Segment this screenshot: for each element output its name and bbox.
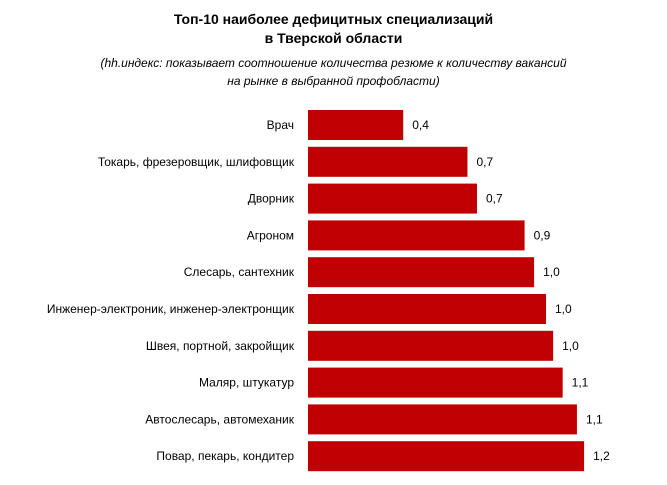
category-label: Автослесарь, автомеханик [145, 412, 294, 426]
bar [308, 404, 577, 435]
category-label: Врач [267, 118, 294, 132]
value-label: 1,2 [593, 449, 610, 463]
chart-title-line-1: Топ-10 наиболее дефицитных специализаций [173, 11, 494, 27]
value-label: 1,0 [562, 339, 579, 353]
category-label: Агроном [247, 228, 294, 242]
bar [308, 367, 563, 398]
value-label: 1,1 [572, 376, 589, 390]
bar [308, 441, 585, 472]
chart-subtitle: (hh.индекс: показывает соотношение колич… [0, 54, 667, 90]
chart-title-line-2: в Тверской области [264, 30, 403, 46]
value-label: 1,0 [555, 302, 572, 316]
category-label: Маляр, штукатур [199, 376, 294, 390]
category-label: Повар, пекарь, кондитер [156, 449, 294, 463]
bar [308, 294, 546, 324]
chart-subtitle-line-1: (hh.индекс: показывает соотношение колич… [100, 56, 567, 70]
category-label: Швея, портной, закройщик [146, 339, 295, 353]
value-label: 1,0 [543, 265, 560, 279]
category-label: Дворник [248, 192, 295, 206]
chart-subtitle-line-2: на рынке в выбранной профобласти) [227, 74, 440, 88]
bar [308, 220, 525, 251]
value-label: 0,7 [476, 155, 493, 169]
bar [308, 183, 477, 214]
category-label: Токарь, фрезеровщик, шлифовщик [98, 155, 295, 169]
category-label: Инженер-электроник, инженер-электронщик [47, 302, 295, 316]
chart-title: Топ-10 наиболее дефицитных специализаций… [0, 10, 667, 48]
value-label: 0,4 [412, 118, 429, 132]
bar [308, 146, 468, 177]
category-label: Слесарь, сантехник [184, 265, 295, 279]
bar [308, 330, 554, 361]
value-label: 1,1 [586, 412, 603, 426]
value-label: 0,7 [486, 192, 503, 206]
bar [308, 257, 535, 288]
value-label: 0,9 [534, 228, 551, 242]
bar [308, 110, 404, 140]
